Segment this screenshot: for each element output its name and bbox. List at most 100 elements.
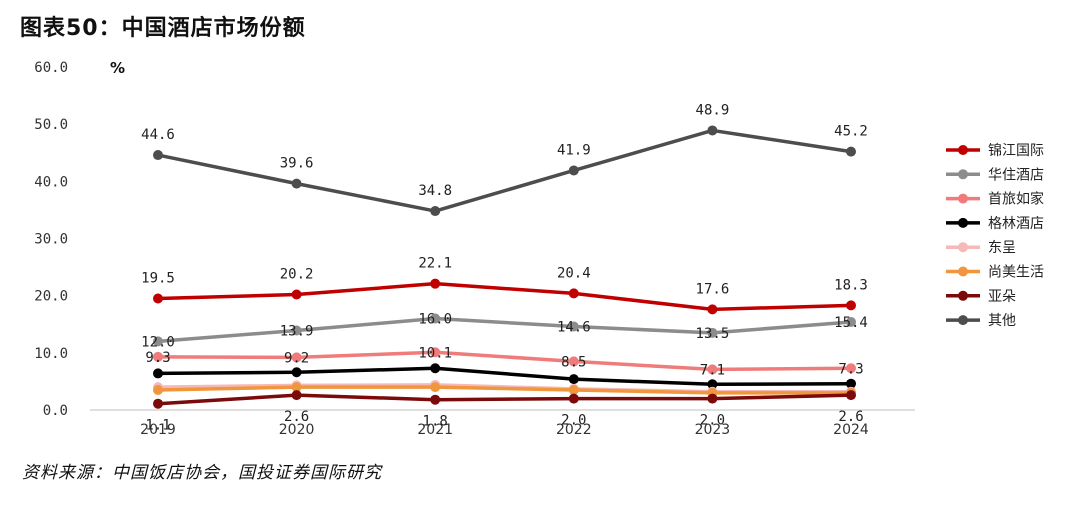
- series-line: [157, 393, 852, 406]
- data-point: [568, 288, 579, 299]
- data-label: 18.3: [834, 277, 868, 293]
- legend-label: 亚朵: [988, 289, 1016, 305]
- data-point: [153, 150, 163, 161]
- data-label: 8.5: [561, 354, 586, 370]
- legend-item: 东呈: [946, 240, 1016, 256]
- data-point: [568, 393, 579, 404]
- data-label: 13.5: [696, 326, 730, 342]
- y-tick-label: 50.0: [34, 117, 68, 133]
- data-point: [430, 394, 441, 405]
- series-line: [157, 128, 852, 213]
- data-label: 20.4: [557, 265, 591, 281]
- data-point: [291, 325, 302, 336]
- data-label: 22.1: [418, 256, 452, 272]
- chart-title: 图表50：中国酒店市场份额: [20, 16, 306, 41]
- y-tick-label: 20.0: [34, 289, 68, 305]
- legend-swatch-marker: [958, 217, 968, 228]
- data-point: [568, 374, 579, 385]
- legend-label: 华住酒店: [988, 167, 1044, 183]
- x-tick-label: 2024: [833, 422, 869, 438]
- series-锦江国际: [153, 278, 856, 315]
- data-point: [707, 304, 718, 315]
- data-point: [846, 378, 856, 389]
- data-point: [846, 146, 856, 157]
- data-point: [430, 382, 441, 393]
- series-layer: [153, 125, 856, 409]
- x-tick-label: 2020: [279, 422, 315, 438]
- legend-item: 格林酒店: [946, 216, 1044, 232]
- data-label: 34.8: [418, 183, 452, 199]
- data-labels: 19.5 20.2 22.1 20.4 17.6 18.3 12.0 13.9 16.0 14.6…: [141, 102, 868, 433]
- data-point: [291, 390, 302, 401]
- data-label: 14.6: [557, 320, 591, 336]
- data-label: 1.1: [145, 418, 170, 434]
- data-label: 2.6: [838, 409, 863, 425]
- series-首旅如家: [153, 347, 856, 375]
- legend-swatch-marker: [958, 193, 968, 204]
- legend-label: 其他: [988, 313, 1016, 329]
- data-point: [430, 278, 441, 289]
- data-point: [291, 289, 302, 300]
- data-label: 20.2: [280, 267, 314, 283]
- series-line: [157, 350, 852, 372]
- data-point: [291, 367, 302, 378]
- data-label: 9.3: [145, 350, 170, 366]
- legend-item: 尚美生活: [946, 265, 1044, 281]
- data-point: [568, 165, 579, 176]
- data-label: 48.9: [696, 102, 730, 118]
- data-point: [291, 178, 302, 189]
- legend-swatch-marker: [958, 266, 968, 277]
- series-line: [157, 385, 851, 395]
- data-label: 7.1: [700, 362, 725, 378]
- legend-item: 其他: [946, 313, 1016, 329]
- y-tick-label: 10.0: [34, 346, 68, 362]
- data-label: 2.0: [561, 413, 586, 429]
- data-point: [430, 363, 441, 374]
- legend-label: 首旅如家: [988, 191, 1044, 208]
- data-point: [430, 313, 441, 324]
- series-华住酒店: [153, 313, 856, 347]
- data-point: [153, 368, 163, 379]
- legend-label: 锦江国际: [988, 142, 1044, 159]
- series-格林酒店: [153, 363, 856, 390]
- data-label: 44.6: [141, 127, 175, 143]
- x-tick-label: 2021: [417, 422, 453, 438]
- legend-item: 亚朵: [946, 289, 1016, 305]
- y-tick-label: 0.0: [43, 403, 68, 419]
- data-label: 16.0: [418, 312, 452, 328]
- data-point: [846, 316, 856, 327]
- legend-label: 格林酒店: [988, 216, 1044, 232]
- data-point: [846, 300, 856, 311]
- data-label: 45.2: [834, 124, 868, 140]
- data-point: [291, 382, 302, 393]
- legend-item: 华住酒店: [946, 167, 1044, 183]
- legend-swatch-marker: [958, 169, 968, 180]
- y-axis: 0.0 10.0 20.0 30.0 40.0 50.0 60.0%: [34, 59, 125, 419]
- data-point: [430, 347, 441, 358]
- data-label: 17.6: [696, 281, 730, 297]
- data-label: 13.9: [280, 324, 314, 340]
- data-point: [707, 393, 718, 404]
- legend-swatch-marker: [958, 145, 968, 155]
- data-point: [707, 364, 718, 375]
- legend-swatch-marker: [958, 315, 968, 326]
- data-label: 10.1: [418, 345, 452, 361]
- data-label: 7.3: [838, 361, 863, 377]
- data-label: 2.0: [700, 413, 725, 429]
- data-label: 19.5: [141, 271, 175, 287]
- y-tick-label: 60.0: [34, 60, 68, 76]
- legend-label: 尚美生活: [988, 265, 1044, 281]
- series-line: [157, 316, 852, 344]
- data-point: [153, 351, 163, 362]
- x-tick-label: 2019: [140, 422, 176, 438]
- data-point: [846, 390, 856, 401]
- data-point: [568, 384, 579, 395]
- data-point: [846, 363, 856, 374]
- data-point: [153, 336, 163, 347]
- data-point: [430, 206, 441, 217]
- x-tick-label: 2023: [695, 422, 731, 438]
- data-point: [153, 384, 163, 395]
- data-label: 41.9: [557, 142, 591, 158]
